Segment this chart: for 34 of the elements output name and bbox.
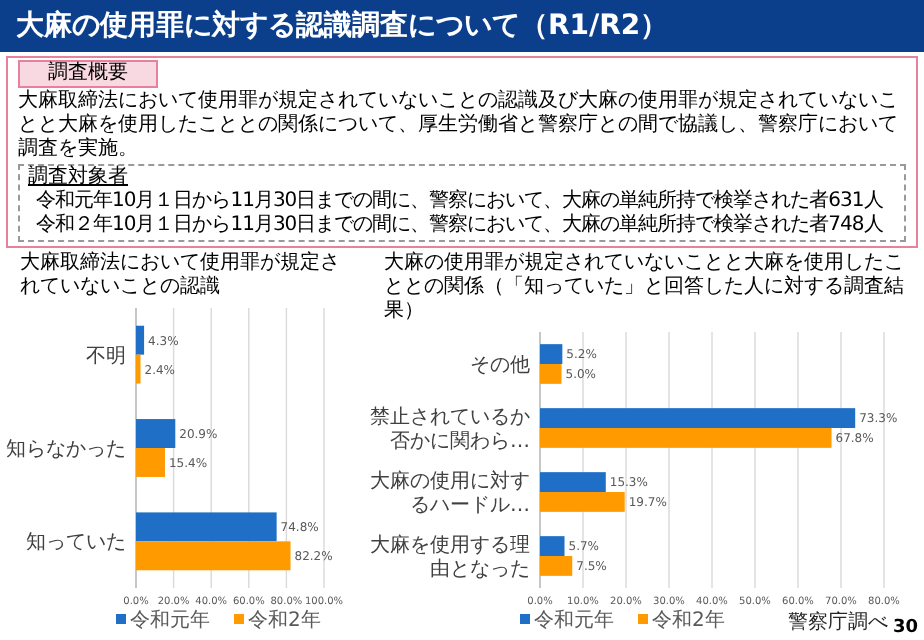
text: 30 — [892, 618, 918, 638]
text: 調査対象者 — [28, 166, 130, 189]
y-tick-label: 禁止されているか否かに関わら… — [370, 405, 530, 453]
bar — [136, 541, 291, 571]
y-tick-label: 大麻を使用する理由となった — [370, 533, 530, 581]
legend-label: 令和元年 — [534, 608, 614, 632]
y-tick-label: 知っていた — [26, 530, 126, 555]
legend-label: 令和2年 — [248, 608, 321, 632]
bar — [540, 344, 563, 364]
bar — [540, 408, 856, 428]
bar — [540, 536, 565, 556]
bar — [136, 448, 165, 477]
bar — [540, 556, 573, 576]
text: 大麻の使用罪に対する認識調査について（R1/R2） — [0, 0, 924, 52]
y-tick-label: 大麻の使用に対するハードル… — [370, 469, 530, 517]
legend-label: 令和元年 — [130, 608, 210, 632]
bar — [136, 419, 176, 448]
y-tick-label: 不明 — [86, 345, 126, 368]
legend-label: 令和2年 — [652, 608, 725, 632]
text: 令和元年10月１日から11月30日までの間に、警察において、大麻の単純所持で検挙された者631人 — [34, 190, 885, 213]
text: 警察庁調べ — [788, 610, 888, 634]
bar — [136, 325, 145, 355]
bar — [540, 364, 562, 384]
bar — [540, 492, 625, 512]
bar — [540, 472, 606, 492]
chart-title: 大麻の使用罪が規定されていないことと大麻を使用したこととの関係（「知っていた」と回答した人に対する調査結果） — [382, 249, 906, 324]
bar — [540, 428, 832, 448]
y-tick-label: その他 — [470, 353, 530, 377]
bar — [136, 512, 277, 542]
text: 大麻取締法において使用罪が規定されていないことの認識及び大麻の使用罪が規定されていないことと大麻を使用したこととの関係について、厚生労働省と警察庁との間で協議し、警察庁において調査を実施。 — [18, 90, 900, 162]
text: 調査概要 — [18, 60, 158, 88]
text: 令和２年10月１日から11月30日までの間に、警察において、大麻の単純所持で検挙された者748人 — [34, 214, 885, 238]
y-tick-label: 知らなかった — [6, 437, 126, 461]
chart-title: 大麻取締法において使用罪が規定されていないことの認識 — [18, 249, 342, 300]
